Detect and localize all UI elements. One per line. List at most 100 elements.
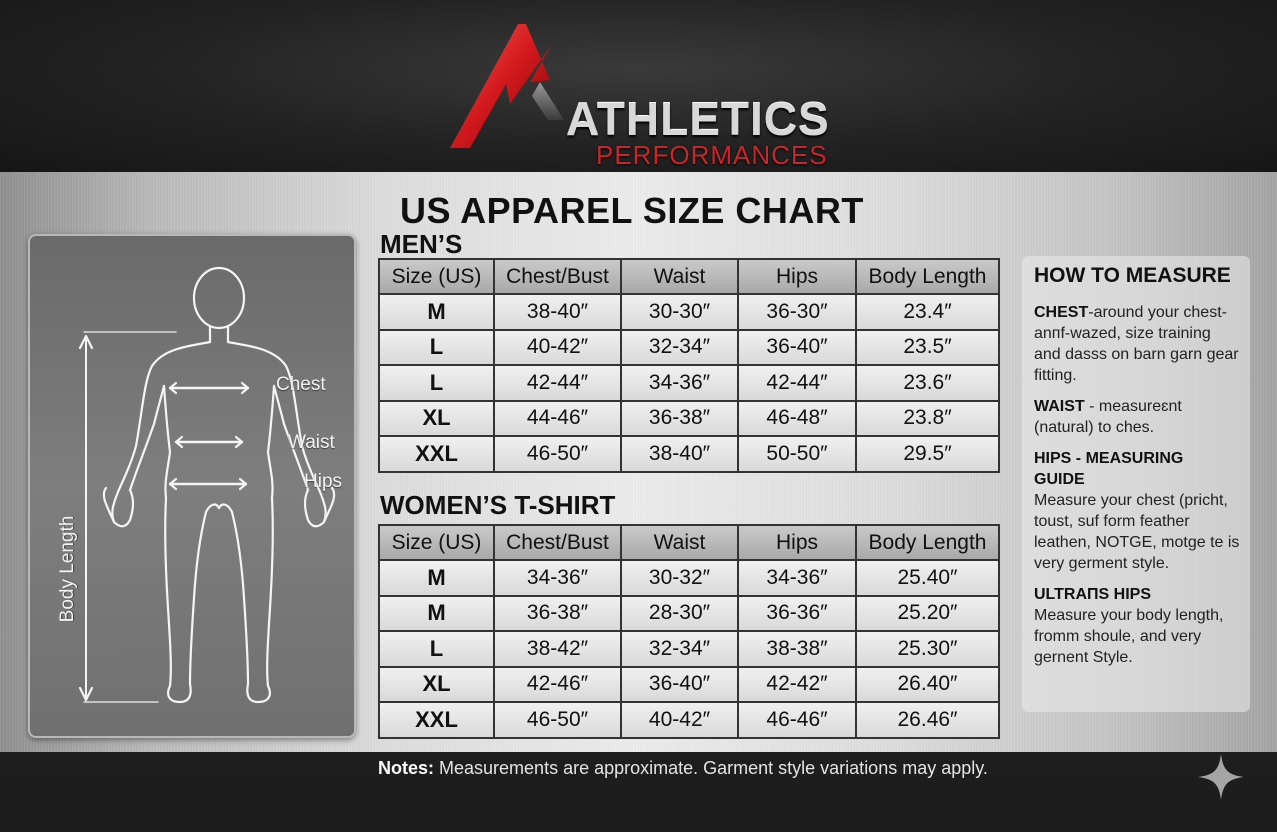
length-cell: 29.5″ [855, 435, 1000, 473]
womens-table-header: Size (US) Chest/Bust Waist Hips Body Len… [378, 524, 1000, 561]
how-to-measure-heading: HOW TO MEASURE [1034, 264, 1231, 287]
chest-cell: 42-46″ [493, 665, 622, 703]
waist-cell: 36-40″ [620, 665, 739, 703]
guide-label: HIPS - MEASURING GUIDE [1034, 450, 1184, 488]
column-header: Hips [737, 524, 857, 561]
table-row: XXL 46-50″ 38-40″ 50-50″ 29.5″ [378, 435, 1000, 473]
mens-size-table: Size (US) Chest/Bust Waist Hips Body Len… [378, 258, 1000, 473]
header-banner: ATHLETICS PERFORMANCES [0, 0, 1277, 172]
chest-guide: CHEST-around your chest-anпf-wazed, size… [1034, 302, 1240, 386]
how-to-measure-panel: HOW TO MEASURE CHEST-around your chest-a… [1022, 256, 1250, 712]
size-cell: XL [378, 399, 495, 437]
column-header: Body Length [855, 258, 1000, 295]
table-row: XXL 46-50″ 40-42″ 46-46″ 26.46″ [378, 701, 1000, 739]
hips-cell: 38-38″ [737, 630, 857, 668]
womens-size-table: Size (US) Chest/Bust Waist Hips Body Len… [378, 524, 1000, 739]
waist-guide: WAIST - measureɛnt (natural) to ches. [1034, 396, 1240, 438]
size-cell: L [378, 364, 495, 402]
length-cell: 23.6″ [855, 364, 1000, 402]
column-header: Hips [737, 258, 857, 295]
length-cell: 26.40″ [855, 665, 1000, 703]
table-row: XL 42-46″ 36-40″ 42-42″ 26.40″ [378, 665, 1000, 703]
hips-cell: 46-48″ [737, 399, 857, 437]
chest-cell: 42-44″ [493, 364, 622, 402]
chest-cell: 44-46″ [493, 399, 622, 437]
column-header: Chest/Bust [493, 258, 622, 295]
size-cell: XL [378, 665, 495, 703]
column-header: Waist [620, 258, 739, 295]
hips-cell: 46-46″ [737, 701, 857, 739]
guide-text: Measure your chest (pricht, toust, suf f… [1034, 492, 1240, 572]
page-title: US APPAREL SIZE CHART [400, 190, 864, 231]
size-cell: M [378, 559, 495, 597]
lightning-a-icon [450, 24, 564, 148]
hips-cell: 36-36″ [737, 594, 857, 632]
chest-cell: 40-42″ [493, 328, 622, 366]
waist-label: Waist [288, 432, 335, 453]
hips-cell: 36-40″ [737, 328, 857, 366]
length-cell: 23.8″ [855, 399, 1000, 437]
guide-text: - measureɛnt (natural) to ches. [1034, 398, 1182, 436]
body-measurement-diagram: Chest Waist Hips Body Length [28, 234, 356, 738]
sparkle-icon [1198, 754, 1244, 800]
chest-cell: 38-42″ [493, 630, 622, 668]
brand-name: ATHLETICS [566, 93, 830, 145]
brand-tagline: PERFORMANCES [596, 140, 828, 170]
hips-cell: 42-44″ [737, 364, 857, 402]
notes-text: Measurements are approximate. Garment st… [434, 758, 988, 778]
length-cell: 23.5″ [855, 328, 1000, 366]
mens-heading: MEN’S [380, 229, 463, 259]
hips-label: Hips [304, 471, 343, 492]
table-row: L 38-42″ 32-34″ 38-38″ 25.30″ [378, 630, 1000, 668]
guide-label: WAIST [1034, 398, 1085, 415]
guide-label: CHEST [1034, 304, 1089, 321]
waist-cell: 36-38″ [620, 399, 739, 437]
hips-cell: 42-42″ [737, 665, 857, 703]
guide-text: -around your chest-anпf-wazed, size trai… [1034, 304, 1239, 384]
column-header: Waist [620, 524, 739, 561]
table-row: M 38-40″ 30-30″ 36-30″ 23.4″ [378, 293, 1000, 331]
table-row: L 40-42″ 32-34″ 36-40″ 23.5″ [378, 328, 1000, 366]
mens-table-header: Size (US) Chest/Bust Waist Hips Body Len… [378, 258, 1000, 295]
footer-notes: Notes: Measurements are approximate. Gar… [378, 758, 988, 779]
waist-cell: 32-34″ [620, 328, 739, 366]
hips-cell: 50-50″ [737, 435, 857, 473]
notes-label: Notes: [378, 758, 435, 778]
chest-cell: 46-50″ [493, 701, 622, 739]
chest-cell: 46-50″ [493, 435, 622, 473]
column-header: Body Length [855, 524, 1000, 561]
length-cell: 23.4″ [855, 293, 1000, 331]
guide-text: Measure your body length, fromm shoule, … [1034, 607, 1224, 666]
length-cell: 26.46″ [855, 701, 1000, 739]
waist-cell: 30-30″ [620, 293, 739, 331]
chest-cell: 36-38″ [493, 594, 622, 632]
column-header: Size (US) [378, 524, 495, 561]
size-cell: M [378, 594, 495, 632]
waist-cell: 34-36″ [620, 364, 739, 402]
guide-label: ULTRAПS HIPS [1034, 586, 1151, 603]
human-body-outline-icon [78, 266, 336, 704]
waist-cell: 28-30″ [620, 594, 739, 632]
table-row: XL 44-46″ 36-38″ 46-48″ 23.8″ [378, 399, 1000, 437]
length-cell: 25.20″ [855, 594, 1000, 632]
brand-logo: ATHLETICS PERFORMANCES [448, 22, 848, 170]
size-cell: L [378, 630, 495, 668]
hips-guide: HIPS - MEASURING GUIDE Measure your chest… [1034, 448, 1240, 574]
body-length-label: Body Length [57, 515, 78, 623]
table-row: M 34-36″ 30-32″ 34-36″ 25.40″ [378, 559, 1000, 597]
size-cell: XXL [378, 435, 495, 473]
table-row: L 42-44″ 34-36″ 42-44″ 23.6″ [378, 364, 1000, 402]
chest-cell: 38-40″ [493, 293, 622, 331]
womens-heading: WOMEN’S T-SHIRT [380, 490, 616, 520]
hips-cell: 36-30″ [737, 293, 857, 331]
waist-cell: 38-40″ [620, 435, 739, 473]
hips-cell: 34-36″ [737, 559, 857, 597]
column-header: Chest/Bust [493, 524, 622, 561]
waist-cell: 40-42″ [620, 701, 739, 739]
size-cell: XXL [378, 701, 495, 739]
length-cell: 25.30″ [855, 630, 1000, 668]
ultra-hips-guide: ULTRAПS HIPS Measure your body length, fr… [1034, 584, 1240, 668]
table-row: M 36-38″ 28-30″ 36-36″ 25.20″ [378, 594, 1000, 632]
chest-label: Chest [276, 374, 326, 395]
waist-cell: 30-32″ [620, 559, 739, 597]
